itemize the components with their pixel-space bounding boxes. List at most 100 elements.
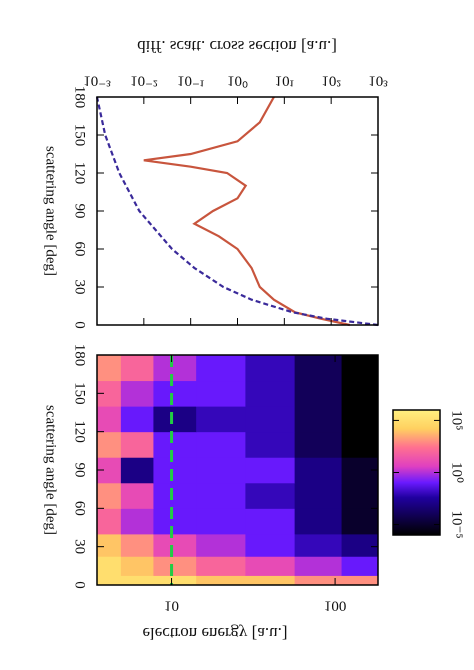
heatmap-cell	[153, 482, 197, 509]
heatmap-cell	[341, 406, 379, 433]
heatmap-cell	[245, 431, 296, 458]
x-axis-label: diff. scatt. cross section [a.u.]	[137, 37, 337, 56]
heatmap-cell	[245, 556, 296, 576]
colorbar-tick-label: 10⁰	[449, 462, 465, 483]
heatmap-cell	[294, 533, 343, 557]
heatmap-cell	[245, 457, 296, 484]
y-tick-label: 60	[72, 501, 88, 516]
heatmap-cell	[120, 406, 154, 433]
y-tick-label: 150	[72, 382, 88, 405]
heatmap-cell	[196, 533, 246, 557]
heatmap-cell	[120, 355, 154, 382]
heatmap-cell	[153, 533, 197, 557]
heatmap-cell	[120, 431, 154, 458]
heatmap-cell	[294, 508, 343, 535]
heatmap-cell	[97, 556, 122, 576]
y-tick-label: 180	[72, 86, 88, 109]
heatmap-cell	[97, 431, 122, 458]
heatmap-cell	[196, 482, 246, 509]
heatmap-cell	[294, 482, 343, 509]
line-series	[95, 96, 379, 327]
heatmap-cell	[120, 380, 154, 407]
heatmap-cell	[294, 575, 343, 586]
x-tick-label: 10³	[368, 73, 388, 89]
heatmap-cell	[294, 556, 343, 576]
heatmap-cell	[245, 380, 296, 407]
heatmap-cell	[153, 355, 197, 382]
y-tick-label: 120	[72, 162, 88, 185]
x-tick-label: 10⁻²	[130, 73, 158, 89]
heatmap-cell	[341, 431, 379, 458]
heatmap-cell	[97, 508, 122, 535]
heatmap-cell	[153, 431, 197, 458]
x-tick-label: 100	[324, 598, 347, 614]
heatmap-cell	[245, 533, 296, 557]
y-tick-label: 60	[72, 242, 88, 257]
y-tick-label: 90	[72, 204, 88, 219]
heatmap-cell	[341, 533, 379, 557]
y-tick-label: 180	[72, 344, 88, 367]
x-tick-label: 10⁻³	[83, 73, 111, 89]
y-tick-label: 90	[72, 463, 88, 478]
heatmap-cell	[294, 406, 343, 433]
heatmap-cell	[97, 533, 122, 557]
heatmap-cell	[120, 457, 154, 484]
heatmap-cell	[245, 406, 296, 433]
x-tick-label: 10²	[321, 73, 341, 89]
heatmap-cell	[196, 575, 246, 586]
heatmap-cell	[245, 508, 296, 535]
y-axis-label: scattering angle [deg]	[43, 146, 59, 276]
heatmap-cell	[294, 457, 343, 484]
heatmap-cell	[294, 431, 343, 458]
heatmap-cell	[245, 355, 296, 382]
heatmap-cell	[341, 575, 379, 586]
heatmap-cell	[294, 355, 343, 382]
colorbar	[392, 409, 441, 536]
heatmap-cell	[120, 533, 154, 557]
heatmap-cell	[196, 431, 246, 458]
x-tick-label: 10⁰	[227, 73, 248, 89]
y-tick-label: 30	[72, 539, 88, 554]
heatmap-cell	[341, 355, 379, 382]
colorbar-tick-label: 10⁻⁵	[449, 511, 465, 539]
heatmap-cell	[97, 482, 122, 509]
heatmap-cell	[153, 575, 197, 586]
heatmap-cell	[341, 508, 379, 535]
heatmap-cell	[153, 457, 197, 484]
heatmap-cell	[196, 380, 246, 407]
x-axis-label: electron energy [a.u.]	[142, 624, 287, 643]
x-tick-label: 10⁻¹	[177, 73, 204, 89]
heatmap-cell	[97, 575, 122, 586]
line-series	[143, 96, 351, 327]
heatmap-cell	[341, 482, 379, 509]
heatmap-cell	[294, 380, 343, 407]
y-tick-label: 0	[72, 321, 88, 329]
y-tick-label: 30	[72, 280, 88, 295]
heatmap-cell	[196, 355, 246, 382]
heatmap-cell	[196, 457, 246, 484]
heatmap-cell	[120, 575, 154, 586]
heatmap-cell	[341, 556, 379, 576]
y-tick-label: 150	[72, 124, 88, 147]
x-tick-label: 10	[164, 598, 179, 614]
heatmap-cell	[196, 508, 246, 535]
heatmap-cell	[153, 508, 197, 535]
heatmap-cell	[245, 575, 296, 586]
colorbar-tick-label: 10⁵	[449, 410, 465, 430]
heatmap-cell	[153, 556, 197, 576]
heatmap-cell	[196, 556, 246, 576]
y-tick-label: 120	[72, 420, 88, 443]
heatmap-cell	[245, 482, 296, 509]
x-tick-label: 10¹	[275, 73, 295, 89]
heatmap-cell	[97, 406, 122, 433]
heatmap-cell	[153, 406, 197, 433]
heatmap-cell	[120, 556, 154, 576]
y-tick-label: 0	[72, 581, 88, 589]
y-axis-label: scattering angle [deg]	[43, 405, 59, 535]
heatmap-cell	[153, 380, 197, 407]
heatmap-cell	[120, 508, 154, 535]
heatmap-cell	[120, 482, 154, 509]
heatmap-cell	[196, 406, 246, 433]
heatmap-cell	[97, 355, 122, 382]
